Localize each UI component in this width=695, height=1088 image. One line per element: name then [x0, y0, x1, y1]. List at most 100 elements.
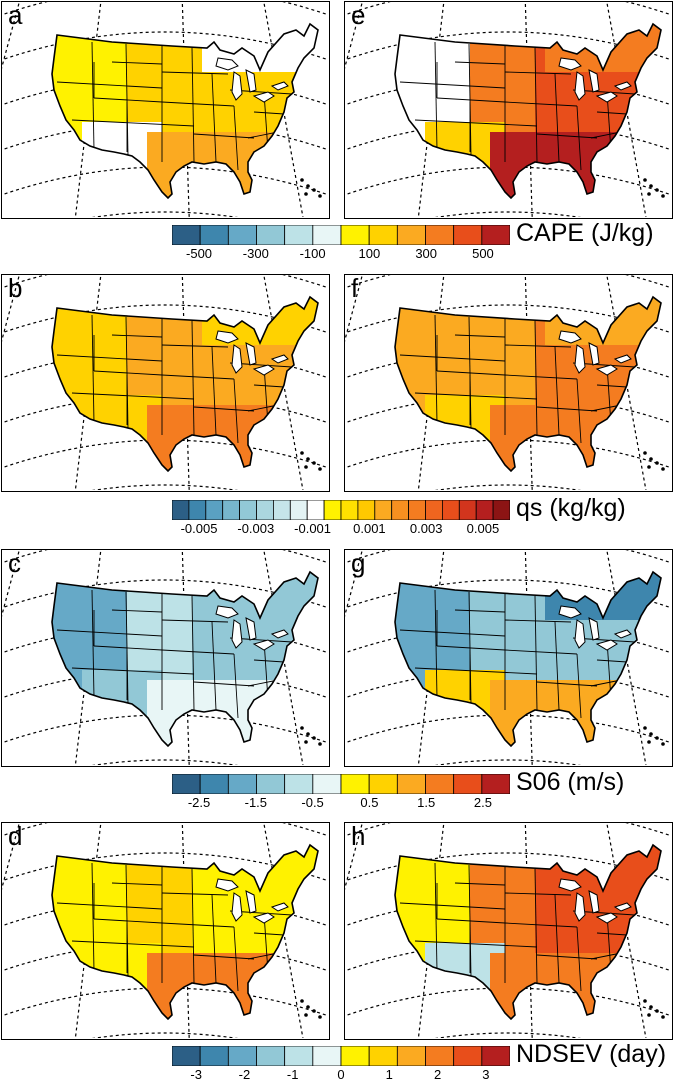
- longitude-line: [345, 550, 363, 617]
- map-canvas: [345, 823, 671, 1038]
- colorbar-tick-label: 3: [482, 1067, 490, 1082]
- lake: [245, 617, 257, 641]
- island: [647, 1013, 651, 1017]
- map-canvas: [2, 2, 328, 217]
- colorbar-bin: [227, 1046, 257, 1066]
- colorbar-bin: [256, 1046, 286, 1066]
- island: [306, 184, 310, 188]
- colorbar-bin: [199, 225, 229, 245]
- colorbar-bin: [425, 225, 455, 245]
- latitude-line: [2, 579, 328, 609]
- colorbar-swatches: [172, 1046, 510, 1066]
- colorbar-bin: [289, 500, 308, 520]
- colorbar-bin: [425, 774, 455, 794]
- colorbar-bin: [391, 500, 409, 520]
- lake: [595, 364, 618, 376]
- lake: [574, 892, 586, 922]
- latitude-line: [345, 579, 671, 609]
- lake: [252, 91, 275, 103]
- longitude-line: [345, 2, 363, 69]
- island: [306, 732, 310, 736]
- lake: [558, 605, 582, 619]
- colorbar-bin: [340, 500, 359, 520]
- country-outline: [394, 22, 662, 200]
- field-shading: [395, 845, 661, 1019]
- colorbar-bin: [323, 500, 342, 520]
- latitude-line: [2, 275, 328, 289]
- colorbar-bin: [396, 225, 426, 245]
- colorbar-tick-label: -500: [186, 246, 213, 261]
- colorbar-bin: [368, 1046, 398, 1066]
- island: [661, 194, 665, 198]
- latitude-line: [345, 852, 671, 882]
- country-outline: [51, 295, 319, 473]
- lake: [595, 912, 618, 924]
- island: [306, 457, 310, 461]
- country-outline: [394, 295, 662, 473]
- island: [300, 178, 304, 182]
- lake: [558, 330, 582, 344]
- lake: [574, 71, 586, 101]
- country-outline: [394, 570, 662, 748]
- island: [647, 465, 651, 469]
- colorbar-tick-label: 2: [433, 1067, 442, 1082]
- map-panel-d: d: [1, 822, 330, 1040]
- colorbar-tick-label: -2.5: [187, 795, 211, 810]
- lake: [558, 57, 582, 71]
- island: [649, 457, 653, 461]
- island: [655, 736, 659, 740]
- colorbar-tick-label: -3: [190, 1067, 202, 1082]
- colorbar-bin: [172, 225, 201, 245]
- colorbar-bin: [239, 500, 257, 520]
- lake: [270, 81, 289, 91]
- island: [312, 1009, 316, 1013]
- colorbar-bin: [312, 225, 342, 245]
- lake: [613, 629, 632, 639]
- island: [312, 188, 316, 192]
- colorbar-bin: [441, 500, 460, 520]
- map-panel-g: g: [344, 549, 673, 767]
- colorbar-bin: [312, 1046, 342, 1066]
- longitude-line: [345, 275, 363, 342]
- field-shading: [395, 572, 661, 746]
- map-canvas: [2, 823, 328, 1038]
- panel-label: f: [351, 274, 359, 303]
- lake: [231, 619, 243, 649]
- colorbar-bin: [481, 225, 510, 245]
- island: [655, 1009, 659, 1013]
- island: [649, 732, 653, 736]
- colorbar-bin: [256, 774, 286, 794]
- colorbar-swatches: [172, 774, 510, 794]
- colorbar-bin: [408, 500, 426, 520]
- colorbar-tick-label: -0.003: [237, 521, 275, 536]
- colorbar-tick-label: 1.5: [417, 795, 436, 810]
- colorbar-tick-label: 0.003: [409, 521, 443, 536]
- latitude-line: [2, 2, 328, 16]
- colorbar-tick-label: -0.005: [180, 521, 218, 536]
- map-panel-a: a: [1, 1, 330, 219]
- colorbar-title: qs (kg/kg): [516, 494, 626, 522]
- colorbar-bin: [340, 225, 370, 245]
- field-shading: [52, 297, 318, 471]
- map-panel-h: h: [344, 822, 673, 1040]
- colorbar-bin: [340, 1046, 370, 1066]
- map-panel-e: e: [344, 1, 673, 219]
- panel-label: e: [351, 1, 366, 30]
- map-panel-c: c: [1, 549, 330, 767]
- colorbar-tick-label: -100: [299, 246, 326, 261]
- colorbar-bin: [222, 500, 241, 520]
- latitude-line: [434, 211, 582, 217]
- island: [304, 1013, 308, 1017]
- colorbar-bin: [425, 1046, 455, 1066]
- colorbar-bin: [227, 774, 257, 794]
- panel-label: d: [8, 822, 23, 851]
- colorbar-tick-label: 0.005: [466, 521, 500, 536]
- colorbar-bin: [284, 1046, 314, 1066]
- colorbar-bin: [188, 500, 207, 520]
- lake: [245, 69, 257, 93]
- longitude-line: [2, 550, 20, 617]
- colorbar-bin: [312, 774, 342, 794]
- lake: [574, 619, 586, 649]
- island: [300, 999, 304, 1003]
- colorbar-bin: [172, 774, 201, 794]
